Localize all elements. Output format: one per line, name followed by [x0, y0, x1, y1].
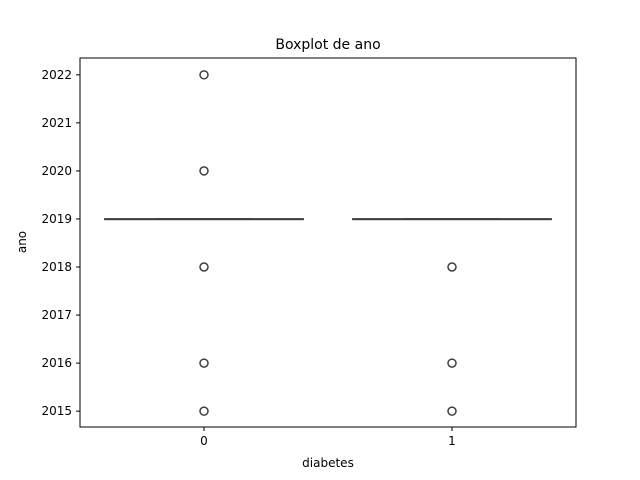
plot-frame: [79, 57, 577, 428]
y-tick-label: 2017: [41, 308, 72, 322]
chart-title: Boxplot de ano: [275, 37, 380, 53]
outlier-point: [447, 262, 457, 272]
y-tick-label: 2016: [41, 356, 72, 370]
box-0: [104, 70, 304, 416]
outlier-point: [199, 406, 209, 416]
y-tick-label: 2019: [41, 212, 72, 226]
y-axis: 2015 2016 2017 2018 2019 2020 2021 2022: [41, 68, 80, 418]
outlier-point: [447, 406, 457, 416]
outlier-point: [199, 262, 209, 272]
y-tick-label: 2021: [41, 116, 72, 130]
outlier-point: [447, 358, 457, 368]
y-tick-label: 2018: [41, 260, 72, 274]
x-tick-label: 1: [448, 434, 456, 448]
y-tick-label: 2020: [41, 164, 72, 178]
x-axis-title: diabetes: [302, 456, 354, 470]
outlier-point: [199, 358, 209, 368]
boxes: [104, 70, 552, 416]
y-axis-title: ano: [15, 231, 29, 253]
x-tick-label: 0: [200, 434, 208, 448]
outlier-point: [199, 70, 209, 80]
y-tick-label: 2015: [41, 404, 72, 418]
outlier-point: [199, 166, 209, 176]
box-1: [352, 218, 552, 416]
y-tick-label: 2022: [41, 68, 72, 82]
